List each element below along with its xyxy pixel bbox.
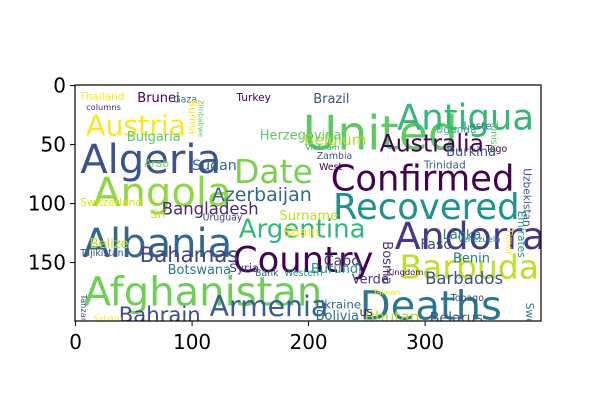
word-spain: Spain	[283, 225, 319, 240]
word-armenia: Armenia	[210, 290, 329, 323]
word-tajikistan: Tajikistan	[79, 248, 123, 259]
word-tanzania: Tanzania	[79, 293, 89, 330]
word-columns: columns	[86, 102, 121, 112]
word-trinidad: Trinidad	[423, 159, 466, 171]
word-bank: Bank	[255, 268, 279, 279]
word-azerbaijan: Azerbaijan	[212, 184, 312, 206]
word-bahrain: Bahrain	[119, 302, 201, 327]
word-confirmed: Confirmed	[331, 159, 515, 200]
word-zambia: Zambia	[317, 151, 353, 162]
word-belarus: Belarus	[430, 310, 483, 326]
word-syria: Syria	[229, 261, 259, 275]
word-austria: Austria	[86, 109, 186, 142]
word-switzerland: Switzerland	[80, 197, 142, 209]
word-verde: Verde	[352, 273, 389, 288]
word-tunisia: Tunisia	[488, 120, 499, 153]
word-surname: Surname	[280, 209, 338, 224]
word-burundi: Burundi	[311, 262, 362, 277]
word-thailand: Thailand	[78, 91, 125, 103]
word-belgium: Belgium	[304, 131, 367, 149]
word-timor: Timor	[503, 227, 514, 255]
word-herzegovina: Herzegovina	[260, 129, 342, 144]
word-west: West	[319, 162, 342, 173]
x-tick-label: 200	[289, 330, 327, 354]
word-algeria: Algeria	[80, 137, 221, 183]
word-benin: Benin	[453, 251, 490, 266]
word-australia: Australia	[380, 130, 484, 158]
word-uganda: Uganda	[436, 124, 477, 136]
word-united: United	[303, 106, 458, 161]
word-burkina: Burkina	[446, 145, 496, 160]
word-togo: Togo	[485, 144, 508, 155]
word-date: Date	[234, 152, 313, 191]
word-brazil: Brazil	[313, 92, 349, 107]
word-lanka: Lanka	[443, 228, 482, 243]
word-botswana: Botswana	[168, 263, 232, 278]
word-leste: Leste	[464, 121, 492, 133]
word-emirates: Emirates	[515, 211, 527, 258]
word-bosnia: Bosnia	[379, 241, 394, 284]
word-country: Country	[233, 240, 374, 281]
y-tick-label: 50	[41, 133, 66, 157]
x-tick-label: 0	[69, 330, 82, 354]
word-burma: Burma	[186, 100, 198, 135]
word-deaths: Deaths	[360, 284, 502, 330]
word-zimbabwe: Zimbabwe	[196, 100, 205, 137]
word-arab: Arab	[144, 158, 169, 170]
word-western: Western	[284, 268, 323, 279]
word-angola: Angola	[93, 170, 231, 216]
word-vietnam: Vietnam	[305, 142, 340, 152]
word-uzbekistan: Uzbekistan	[521, 168, 533, 227]
word-bolivia: Bolivia	[316, 309, 359, 324]
word-sri: Sri	[150, 207, 166, 221]
x-tick-label: 300	[406, 330, 444, 354]
word-venezuela: Venezuela	[458, 234, 501, 244]
word-us: US	[360, 308, 373, 319]
word-cabo: Cabo	[324, 254, 360, 270]
word-bulgaria: Bulgaria	[127, 130, 181, 145]
axes-frame	[74, 84, 542, 322]
x-axis: 0 100 200 300	[69, 321, 444, 354]
word-belize: Belize	[90, 237, 129, 252]
x-tick-label: 100	[173, 330, 211, 354]
word-sudan: Sudan	[192, 158, 237, 174]
word-andorra: Andorra	[395, 214, 546, 258]
word-kingdom: Kingdom	[387, 267, 424, 277]
word-brunei: Brunei	[137, 91, 179, 106]
word-bahamas: Bahamas	[140, 242, 239, 267]
y-tick-label: 150	[28, 251, 66, 275]
word-turkey: Turkey	[235, 92, 270, 104]
word-barbuda: Barbuda	[400, 247, 539, 286]
word-sahara: Sahara	[93, 313, 122, 323]
word-ukraine: Ukraine	[316, 298, 362, 312]
word-argentina: Argentina	[239, 214, 366, 244]
word-bangladesh: Bangladesh	[162, 199, 259, 218]
word-albania: Albania	[83, 221, 233, 267]
word-bhutan: Bhutan	[365, 308, 420, 326]
word-faso: Faso	[420, 237, 452, 253]
y-tick-label: 100	[28, 192, 66, 216]
word-uruguay: Uruguay	[203, 213, 243, 224]
word-barbados: Barbados	[425, 269, 503, 288]
word-antigua: Antigua	[397, 97, 534, 138]
word-tobago: Tobago	[450, 293, 485, 304]
word-sweden: Sweden	[523, 303, 535, 345]
word-afghanistan: Afghanistan	[84, 269, 323, 315]
word-taiwan: Taiwan	[372, 287, 401, 297]
y-tick-label: 0	[53, 74, 66, 98]
word-gaza: Gaza	[173, 95, 197, 106]
word-recovered: Recovered	[333, 187, 520, 228]
y-axis: 0 50 100 150	[28, 74, 75, 275]
